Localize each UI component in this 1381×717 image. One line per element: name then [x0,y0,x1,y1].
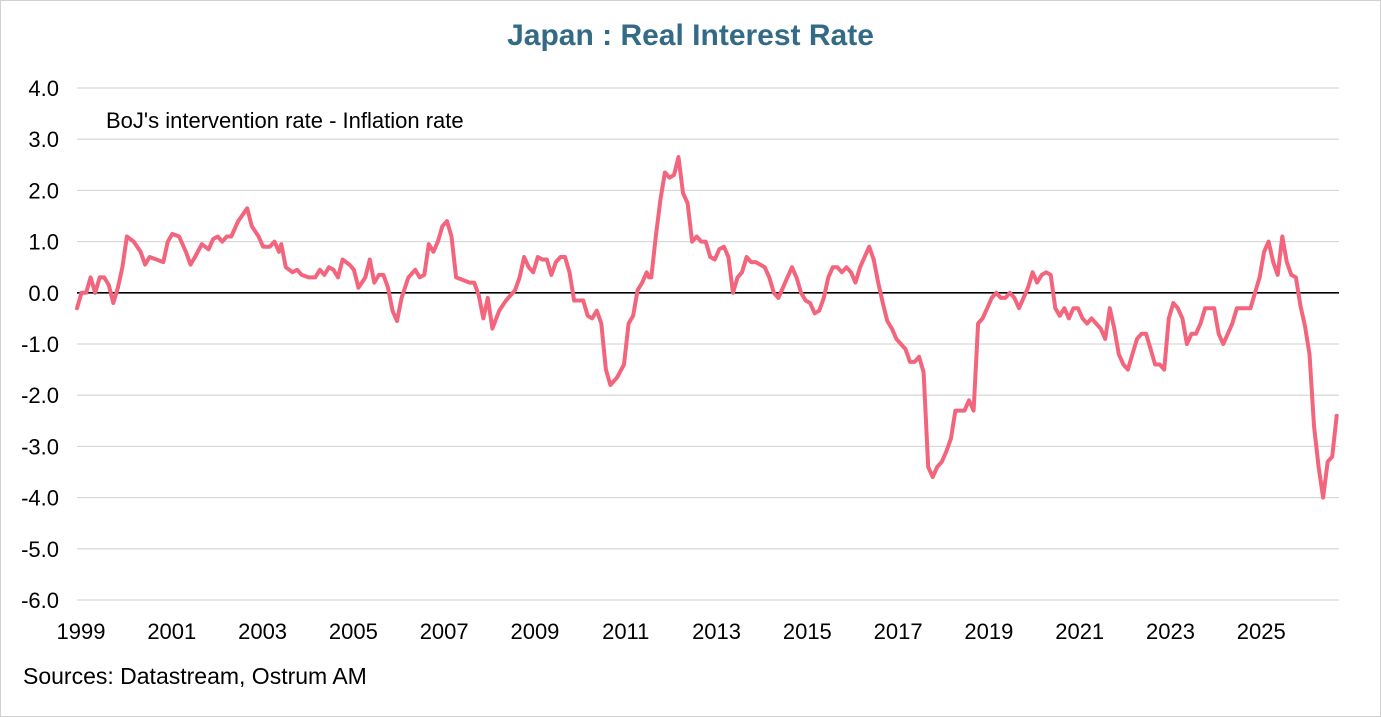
y-tick-label: 1.0 [28,230,59,255]
y-tick-label: 2.0 [28,178,59,203]
x-tick-label: 1999 [57,619,106,644]
x-tick-label: 2007 [420,619,469,644]
y-tick-label: -2.0 [21,383,59,408]
y-tick-label: 3.0 [28,127,59,152]
x-tick-label: 2019 [964,619,1013,644]
y-tick-label: -1.0 [21,332,59,357]
series-annotation: BoJ's intervention rate - Inflation rate [106,108,464,133]
x-tick-label: 2009 [510,619,559,644]
y-tick-label: 0.0 [28,281,59,306]
chart-title: Japan : Real Interest Rate [507,19,874,52]
x-tick-label: 2025 [1237,619,1286,644]
source-note: Sources: Datastream, Ostrum AM [23,663,367,689]
real-interest-rate-line [75,155,1339,500]
x-tick-label: 2013 [692,619,741,644]
x-tick-label: 2001 [147,619,196,644]
x-tick-label: 2017 [874,619,923,644]
y-tick-label: -6.0 [21,588,59,613]
x-tick-label: 2011 [602,619,649,644]
x-axis-tick-labels: 1999 2001 2003 2005 2007 2009 2011 2013 2015 2017… [57,619,1286,644]
y-axis-tick-labels: 4.0 3.0 2.0 1.0 0.0 -1.0 -2.0 -3.0 -4.0 -5.0 -6.0 [21,76,59,613]
x-tick-label: 2005 [329,619,378,644]
y-tick-label: -3.0 [21,434,59,459]
x-tick-label: 2015 [783,619,832,644]
y-tick-label: 4.0 [28,76,59,101]
y-tick-label: -4.0 [21,486,59,511]
x-tick-label: 2003 [238,619,287,644]
x-tick-label: 2021 [1055,619,1104,644]
x-tick-label: 2023 [1146,619,1195,644]
gridlines [77,87,1339,601]
y-tick-label: -5.0 [21,537,59,562]
